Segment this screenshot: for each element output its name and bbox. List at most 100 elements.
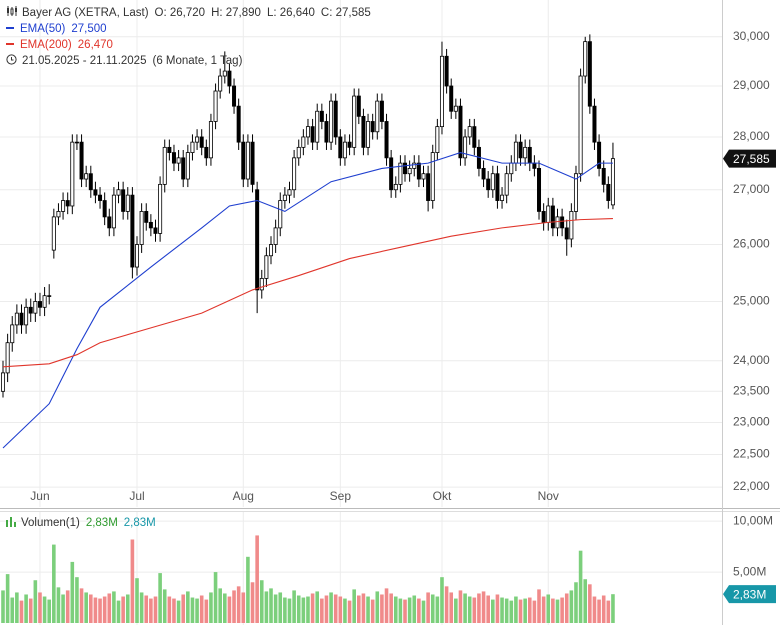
volume-bar [398, 598, 403, 623]
candle-body [490, 173, 495, 191]
candle-body [65, 200, 70, 207]
volume-bar [611, 594, 615, 623]
candle-body [296, 146, 301, 159]
volume-bar [172, 598, 176, 623]
y-tick-label: 22,500 [733, 447, 770, 461]
candle-body [384, 121, 389, 159]
volume-bar [236, 586, 241, 623]
candle-body [10, 324, 15, 344]
candle-body [610, 158, 615, 206]
candle-body [361, 115, 366, 148]
candle-body [338, 136, 343, 159]
candle-body [523, 146, 528, 159]
volume-bar [79, 588, 84, 623]
candle-body [453, 105, 458, 112]
instrument: Bayer AG (XETRA, Last) [22, 7, 149, 19]
volume-bar [181, 594, 186, 623]
volume-bar [190, 597, 195, 623]
volume-bar [592, 596, 597, 623]
x-tick-label: Sep [330, 489, 352, 503]
candle-body [347, 141, 352, 148]
candle-body [564, 227, 569, 240]
y-tick-label: 22,000 [733, 479, 770, 493]
candle-body [227, 70, 232, 87]
candle-body [269, 244, 274, 257]
volume-bar [440, 577, 444, 623]
volume-bar [56, 587, 61, 623]
volume-bar [486, 595, 490, 623]
volume-bar [430, 594, 435, 623]
candle-body [546, 205, 551, 223]
candle-body [426, 173, 431, 201]
x-tick-label: Jun [30, 489, 49, 503]
x-tick-label: Aug [233, 489, 254, 503]
candle-body [158, 183, 163, 234]
volume-bar [527, 597, 532, 623]
candle-body [601, 168, 606, 185]
volume-bar [546, 594, 551, 623]
candle-body [606, 183, 611, 201]
volume-bar [380, 594, 384, 623]
candle-body [181, 157, 186, 180]
volume-bar [375, 591, 380, 623]
volume-bar [139, 592, 144, 623]
candle-body [463, 136, 468, 159]
volume-bar [144, 595, 149, 623]
candle-body [236, 105, 241, 143]
volume-bar [472, 597, 477, 623]
volume-bar [227, 596, 232, 623]
volume-bar [273, 594, 278, 623]
volume-bar [287, 598, 292, 623]
volume-bar [347, 600, 352, 623]
candle-body [88, 173, 93, 191]
volume-bar [370, 599, 375, 623]
legend-entry: EMA(200) 26,470 [6, 38, 119, 52]
volume-bar [301, 597, 306, 623]
volume-bar [19, 600, 24, 623]
candle-body [130, 194, 135, 268]
candle-body [555, 216, 560, 229]
volume-bar [292, 590, 296, 623]
candle-body [310, 126, 315, 143]
volume-bar [329, 592, 333, 623]
candle-body [56, 211, 61, 218]
candle-body [439, 55, 444, 128]
volume-bar [574, 582, 578, 623]
candle-body [527, 146, 532, 164]
candle-body [61, 200, 66, 212]
volume-bar [444, 586, 449, 623]
candle-body [79, 141, 84, 180]
candle-body [135, 244, 140, 268]
y-tick-label: 26,000 [733, 237, 770, 251]
candle-body [481, 168, 486, 180]
ema-line [2, 217, 613, 368]
candle-body [250, 141, 255, 185]
candle-body [430, 152, 435, 201]
candle-body [550, 205, 555, 229]
candle-body [486, 178, 491, 191]
candle-body [222, 70, 227, 77]
volume-bar [232, 590, 236, 623]
candle-body [5, 342, 10, 374]
volume-bar [555, 599, 560, 623]
volume-bar [153, 596, 158, 623]
volume-bar [491, 599, 495, 623]
candle-body [1, 372, 6, 392]
candle-body [541, 211, 546, 223]
header-line: Bayer AG (XETRA, Last) O: 26,720 H: 27,890… [6, 5, 377, 20]
volume-bar [65, 590, 70, 623]
candle-body [398, 162, 403, 185]
volume-bar [343, 598, 347, 623]
y-tick-label: 29,000 [733, 78, 770, 92]
candle-body [139, 211, 144, 245]
candle-body [407, 168, 412, 175]
candle-body [162, 146, 167, 185]
volume-bar [209, 592, 213, 623]
legend-swatch [6, 27, 14, 29]
volume-bar [283, 597, 287, 623]
y-tick-label: 28,000 [733, 129, 770, 143]
volume-bar [352, 589, 356, 623]
volume-bar [162, 589, 167, 623]
legend-value: 27,500 [71, 23, 107, 35]
